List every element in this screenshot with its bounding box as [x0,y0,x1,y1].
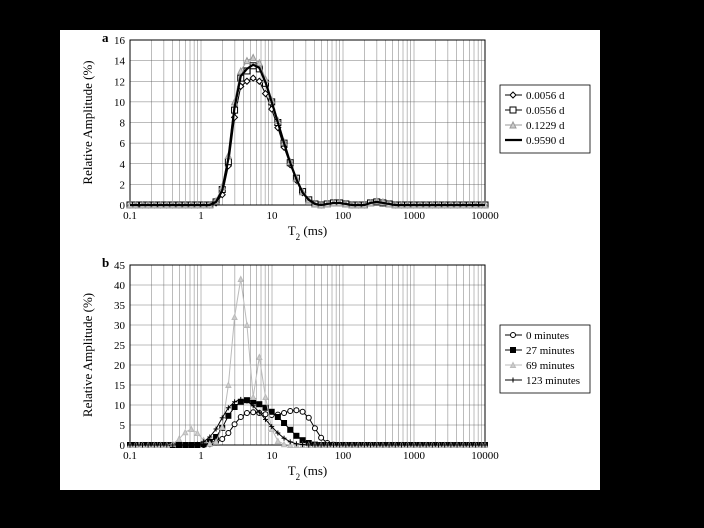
svg-text:0.1229 d: 0.1229 d [526,120,565,132]
figure-panel: 02468101214160.1110100100010000aRelative… [60,30,600,490]
svg-text:16: 16 [114,35,126,47]
svg-text:0.1: 0.1 [123,210,137,222]
svg-text:27 minutes: 27 minutes [526,345,575,357]
svg-text:5: 5 [120,420,126,432]
svg-text:45: 45 [114,260,126,272]
svg-text:1: 1 [198,450,204,462]
svg-text:10000: 10000 [471,210,499,222]
svg-text:Relative Amplitude (%): Relative Amplitude (%) [80,60,95,184]
svg-text:0.9590 d: 0.9590 d [526,135,565,147]
svg-text:0.1: 0.1 [123,450,137,462]
svg-text:123 minutes: 123 minutes [526,375,580,387]
svg-text:0.0556 d: 0.0556 d [526,105,565,117]
svg-text:10: 10 [114,400,126,412]
svg-text:15: 15 [114,380,126,392]
svg-text:6: 6 [120,138,126,150]
svg-text:100: 100 [335,450,352,462]
svg-text:30: 30 [114,320,126,332]
svg-text:25: 25 [114,340,126,352]
svg-text:4: 4 [120,159,126,171]
svg-text:12: 12 [114,76,125,88]
svg-text:100: 100 [335,210,352,222]
svg-text:1: 1 [198,210,204,222]
svg-text:14: 14 [114,56,126,68]
svg-text:a: a [102,30,109,45]
svg-text:10: 10 [267,210,279,222]
svg-text:1000: 1000 [403,210,426,222]
svg-text:0.0056 d: 0.0056 d [526,90,565,102]
svg-text:0 minutes: 0 minutes [526,330,569,342]
svg-text:10: 10 [114,97,126,109]
svg-text:20: 20 [114,360,126,372]
svg-text:T2 (ms): T2 (ms) [288,463,328,482]
svg-text:10: 10 [267,450,279,462]
svg-text:2: 2 [120,179,126,191]
svg-text:Relative Amplitude (%): Relative Amplitude (%) [80,293,95,417]
chart-a: 02468101214160.1110100100010000aRelative… [60,30,600,250]
svg-text:10000: 10000 [471,450,499,462]
svg-text:40: 40 [114,280,126,292]
svg-text:T2 (ms): T2 (ms) [288,223,328,242]
svg-text:b: b [102,255,109,270]
svg-text:69 minutes: 69 minutes [526,360,575,372]
svg-text:35: 35 [114,300,126,312]
svg-text:8: 8 [120,118,126,130]
chart-b: 0510152025303540450.1110100100010000bRel… [60,250,600,490]
svg-text:1000: 1000 [403,450,426,462]
